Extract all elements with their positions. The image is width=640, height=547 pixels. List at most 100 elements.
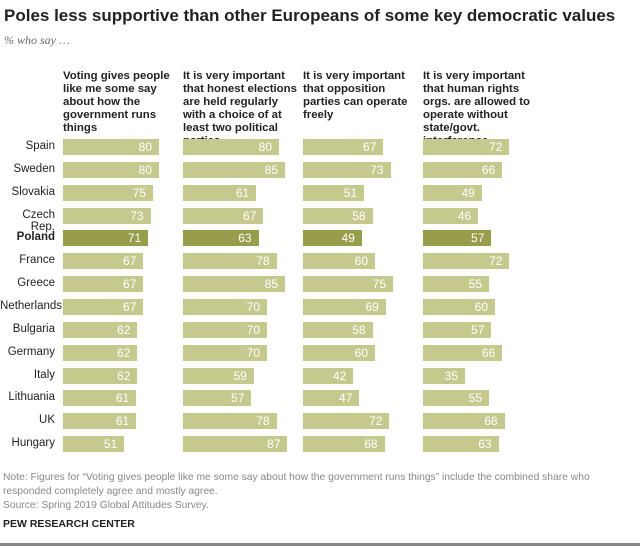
country-label: Poland bbox=[16, 231, 55, 244]
data-label: 67 bbox=[123, 254, 137, 269]
country-label: Netherlands bbox=[0, 299, 63, 312]
data-label: 55 bbox=[468, 391, 482, 406]
bar: 49 bbox=[423, 184, 482, 201]
bar: 66 bbox=[423, 344, 503, 361]
data-label: 72 bbox=[369, 414, 383, 429]
country-label: Hungary bbox=[11, 437, 55, 450]
data-label: 67 bbox=[123, 277, 137, 292]
country-label: France bbox=[19, 254, 55, 267]
data-label: 67 bbox=[363, 140, 377, 154]
bar: 55 bbox=[423, 390, 489, 407]
country-label: Spain bbox=[25, 140, 55, 152]
bar: 87 bbox=[183, 436, 288, 453]
data-label: 78 bbox=[256, 254, 270, 269]
data-label: 72 bbox=[489, 140, 503, 154]
bar: 60 bbox=[303, 344, 375, 361]
bar: 63 bbox=[183, 230, 259, 247]
data-label: 85 bbox=[264, 277, 278, 292]
data-label: 61 bbox=[235, 185, 250, 200]
footnote: Note: Figures for “Voting gives people l… bbox=[3, 471, 639, 513]
data-label: 67 bbox=[243, 208, 257, 223]
bar: 67 bbox=[63, 298, 144, 315]
data-label: 87 bbox=[267, 437, 281, 452]
bar: 61 bbox=[63, 390, 137, 407]
country-label: Italy bbox=[33, 368, 55, 381]
bar: 75 bbox=[303, 276, 393, 293]
bar: 51 bbox=[63, 436, 125, 453]
data-label: 51 bbox=[103, 437, 118, 452]
bar: 73 bbox=[63, 207, 151, 224]
data-label: 85 bbox=[264, 162, 278, 177]
bar: 70 bbox=[183, 344, 267, 361]
bar: 62 bbox=[63, 367, 138, 384]
data-label: 55 bbox=[468, 277, 482, 292]
country-label: Czech Rep. bbox=[22, 208, 55, 233]
data-label: 73 bbox=[370, 162, 384, 177]
column-header: It is very important that honest electio… bbox=[183, 70, 297, 147]
bar: 72 bbox=[303, 413, 390, 430]
brand-label: PEW RESEARCH CENTER bbox=[3, 518, 135, 530]
data-label: 72 bbox=[489, 254, 503, 269]
data-label: 49 bbox=[461, 185, 475, 200]
country-label: Lithuania bbox=[8, 391, 55, 404]
bar: 58 bbox=[303, 321, 373, 338]
chart-subtitle: % who say … bbox=[4, 33, 70, 47]
source-text: Source: Spring 2019 Global Attitudes Sur… bbox=[3, 500, 209, 511]
country-label: Slovakia bbox=[11, 185, 55, 198]
bar: 60 bbox=[423, 298, 495, 315]
bar: 73 bbox=[303, 161, 391, 178]
data-label: 62 bbox=[117, 322, 131, 337]
data-label: 70 bbox=[246, 299, 260, 314]
data-label: 42 bbox=[333, 368, 347, 383]
bar: 75 bbox=[63, 184, 153, 201]
bar: 67 bbox=[63, 253, 144, 270]
bar: 60 bbox=[303, 253, 375, 270]
bar: 72 bbox=[423, 139, 510, 155]
country-label: UK bbox=[39, 414, 55, 427]
data-label: 63 bbox=[238, 231, 252, 246]
country-label: Germany bbox=[7, 345, 55, 358]
bar: 85 bbox=[183, 276, 285, 293]
bar: 70 bbox=[183, 321, 267, 338]
bar: 67 bbox=[303, 139, 384, 155]
data-label: 66 bbox=[481, 162, 496, 177]
data-label: 58 bbox=[352, 322, 366, 337]
bar: 42 bbox=[303, 367, 354, 384]
data-label: 58 bbox=[352, 208, 366, 223]
data-label: 57 bbox=[471, 322, 485, 337]
country-label: Bulgaria bbox=[12, 322, 55, 335]
data-label: 63 bbox=[478, 437, 492, 452]
bar: 61 bbox=[183, 184, 257, 201]
data-label: 51 bbox=[343, 185, 358, 200]
data-label: 67 bbox=[123, 299, 137, 314]
data-label: 71 bbox=[127, 231, 142, 246]
bar: 67 bbox=[63, 276, 144, 293]
data-label: 62 bbox=[117, 345, 131, 360]
bar: 63 bbox=[423, 436, 499, 453]
data-label: 35 bbox=[444, 368, 458, 383]
data-label: 46 bbox=[457, 208, 472, 223]
bar: 66 bbox=[423, 161, 503, 178]
bar: 46 bbox=[423, 207, 479, 224]
bar: 71 bbox=[63, 230, 149, 247]
data-label: 47 bbox=[339, 391, 353, 406]
data-label: 78 bbox=[256, 414, 270, 429]
bar: 61 bbox=[63, 413, 137, 430]
bar: 78 bbox=[183, 253, 277, 270]
column-header: It is very important that opposition par… bbox=[303, 70, 408, 121]
bar: 57 bbox=[423, 321, 492, 338]
data-label: 75 bbox=[132, 185, 146, 200]
data-label: 69 bbox=[365, 299, 379, 314]
data-label: 73 bbox=[130, 208, 144, 223]
data-label: 80 bbox=[138, 162, 152, 177]
bar: 58 bbox=[303, 207, 373, 224]
bar: 51 bbox=[303, 184, 365, 201]
data-label: 49 bbox=[341, 231, 355, 246]
bar: 68 bbox=[423, 413, 505, 430]
chart-title: Poles less supportive than other Europea… bbox=[4, 6, 616, 25]
column-header: It is very important that human rights o… bbox=[423, 70, 530, 147]
bar: 35 bbox=[423, 367, 465, 384]
bar: 85 bbox=[183, 161, 285, 178]
bar: 80 bbox=[63, 139, 159, 155]
